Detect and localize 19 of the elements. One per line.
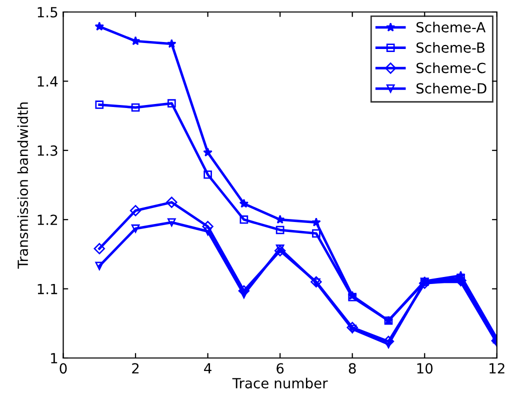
- x-tick-label: 10: [417, 363, 433, 374]
- y-tick-label: 1.4: [38, 76, 58, 86]
- legend-label: Scheme-C: [416, 62, 486, 74]
- x-tick-label: 8: [348, 363, 356, 374]
- x-tick-label: 2: [132, 363, 139, 374]
- y-tick-label: 1: [51, 353, 58, 364]
- y-tick-label: 1.5: [38, 7, 58, 18]
- x-tick-label: 6: [276, 363, 284, 374]
- y-axis-title: Transmission bandwidth: [17, 102, 28, 269]
- legend-label: Scheme-A: [416, 22, 486, 32]
- x-tick-label: 12: [490, 363, 504, 374]
- legend-label: Scheme-D: [416, 82, 486, 94]
- y-tick-label: 1.2: [38, 214, 57, 225]
- y-tick-label: 1.3: [38, 145, 58, 156]
- legend-label: Scheme-B: [416, 42, 485, 53]
- x-tick-label: 0: [60, 363, 67, 374]
- y-tick-label: 1.1: [38, 284, 58, 294]
- x-tick-label: 4: [204, 363, 212, 374]
- x-axis-title: Trace number: [232, 378, 328, 388]
